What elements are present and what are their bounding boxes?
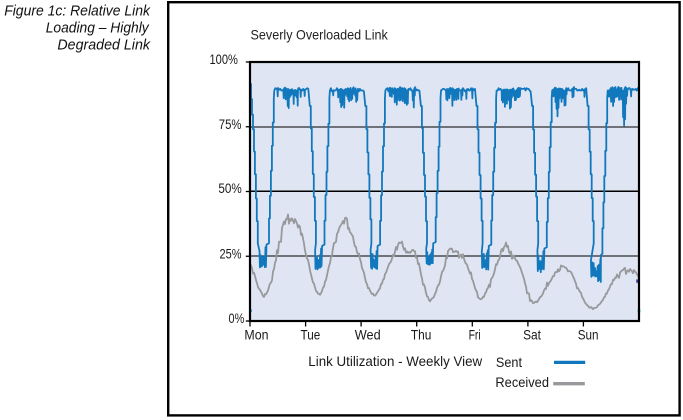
svg-text:Figure 1c: Relative Link: Figure 1c: Relative Link bbox=[4, 3, 150, 19]
svg-text:75%: 75% bbox=[219, 117, 242, 132]
svg-text:Thu: Thu bbox=[411, 328, 432, 343]
svg-text:Received: Received bbox=[495, 375, 549, 390]
svg-text:Sun: Sun bbox=[578, 328, 599, 343]
svg-text:Mon: Mon bbox=[244, 328, 268, 343]
svg-text:100%: 100% bbox=[210, 52, 238, 67]
svg-text:50%: 50% bbox=[218, 181, 241, 196]
svg-text:Link Utilization - Weekly View: Link Utilization - Weekly View bbox=[308, 354, 482, 369]
svg-text:Loading – Highly: Loading – Highly bbox=[46, 20, 151, 36]
svg-text:Wed: Wed bbox=[355, 328, 381, 343]
svg-text:Fri: Fri bbox=[469, 328, 481, 343]
svg-text:Sat: Sat bbox=[523, 328, 541, 343]
svg-text:Tue: Tue bbox=[301, 328, 321, 343]
svg-text:0%: 0% bbox=[229, 311, 245, 326]
svg-text:Degraded Link: Degraded Link bbox=[57, 37, 150, 53]
svg-text:Severly Overloaded Link: Severly Overloaded Link bbox=[251, 28, 388, 43]
svg-text:25%: 25% bbox=[220, 246, 242, 261]
svg-text:Sent: Sent bbox=[496, 355, 522, 370]
